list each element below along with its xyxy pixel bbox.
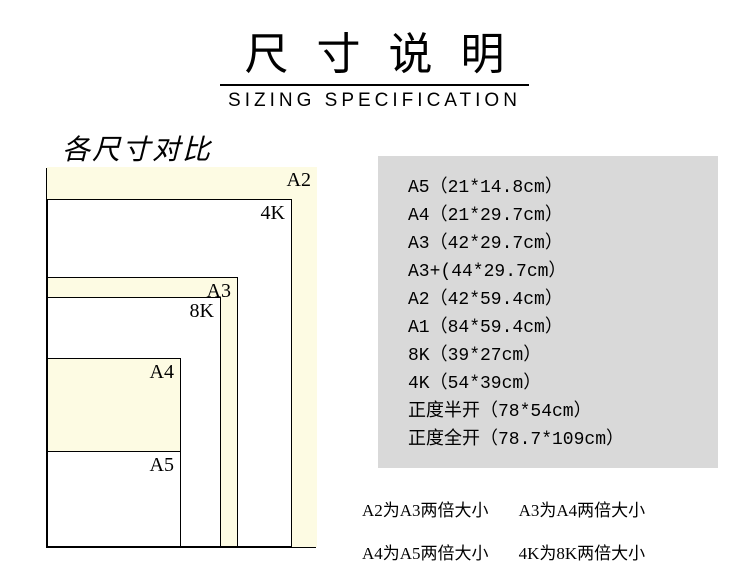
specification-panel: A5（21*14.8cm）A4（21*29.7cm）A3（42*29.7cm）A… [378,156,718,468]
spec-line: 正度全开（78.7*109cm） [408,426,714,454]
title-chinese: 尺寸说明 [0,18,749,82]
title-english: SIZING SPECIFICATION [220,84,529,112]
spec-line: A2（42*59.4cm） [408,286,714,314]
title-block: 尺寸说明 SIZING SPECIFICATION [0,0,749,112]
compare-label: 各尺寸对比 [62,128,212,168]
note: A2为A3两倍大小 [362,496,489,521]
note: A4为A5两倍大小 [362,539,489,564]
spec-line: 正度半开（78*54cm） [408,398,714,426]
spec-line: A3（42*29.7cm） [408,230,714,258]
sheet-label: 8K [190,300,214,323]
spec-line: A5（21*14.8cm） [408,174,714,202]
note: 4K为8K两倍大小 [519,539,646,564]
footnotes: A2为A3两倍大小 A3为A4两倍大小 A4为A5两倍大小 4K为8K两倍大小 [362,496,742,582]
spec-line: A1（84*59.4cm） [408,314,714,342]
sheet-a5: A5 [47,451,181,547]
sheet-label: A4 [150,361,174,384]
note: A3为A4两倍大小 [519,496,646,521]
spec-line: A4（21*29.7cm） [408,202,714,230]
sheet-label: 4K [261,202,285,225]
sheet-label: A5 [150,454,174,477]
notes-row: A4为A5两倍大小 4K为8K两倍大小 [362,539,742,564]
size-comparison-diagram: A24KA38KA4A5 [46,168,316,548]
notes-row: A2为A3两倍大小 A3为A4两倍大小 [362,496,742,521]
spec-line: A3+(44*29.7cm） [408,258,714,286]
spec-line: 8K（39*27cm） [408,342,714,370]
spec-line: 4K（54*39cm） [408,370,714,398]
sheet-label: A2 [287,169,311,192]
